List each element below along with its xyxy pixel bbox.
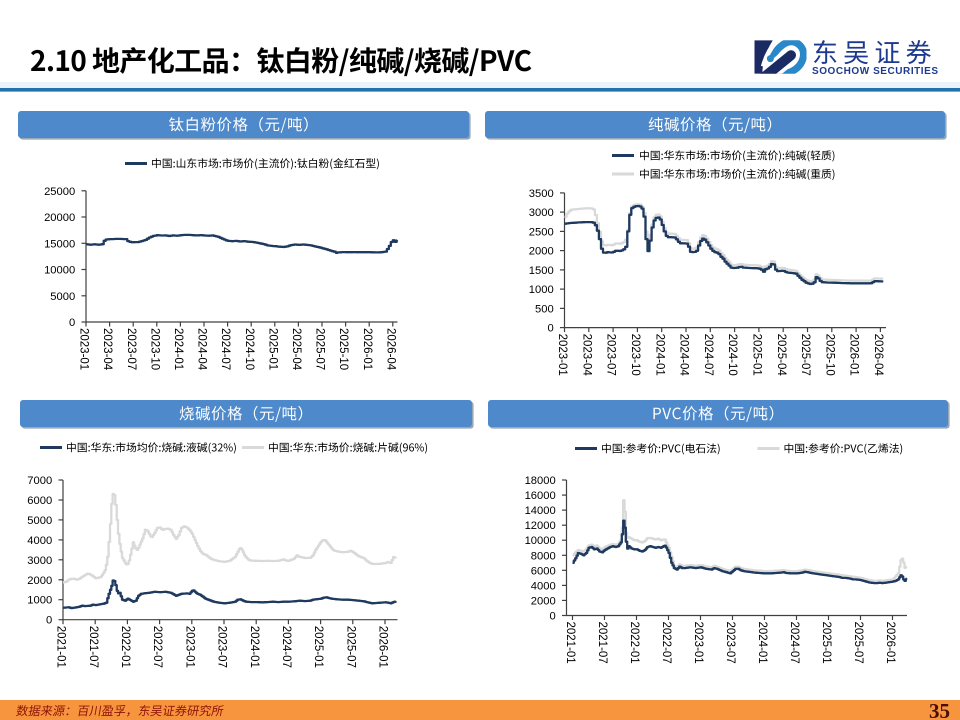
svg-text:2023-07: 2023-07 [125,328,137,370]
svg-text:2021-07: 2021-07 [596,622,608,664]
svg-text:2021-01: 2021-01 [55,626,67,668]
svg-text:2023-04: 2023-04 [101,328,113,371]
svg-text:2024-04: 2024-04 [678,334,690,377]
svg-text:2025-07: 2025-07 [344,626,356,668]
svg-text:12000: 12000 [525,520,556,532]
svg-text:2023-07: 2023-07 [216,626,228,668]
svg-text:2025-07: 2025-07 [314,328,326,370]
svg-text:2023-01: 2023-01 [692,622,704,664]
svg-text:5000: 5000 [27,515,52,527]
svg-text:2000: 2000 [529,246,554,258]
svg-text:2024-01: 2024-01 [248,626,260,668]
svg-text:6000: 6000 [531,565,556,577]
svg-text:2024-01: 2024-01 [653,334,665,376]
svg-text:2026-01: 2026-01 [377,626,389,668]
svg-text:2023-01: 2023-01 [183,626,195,668]
svg-text:2026-01: 2026-01 [884,622,896,664]
svg-text:2025-10: 2025-10 [337,328,349,370]
svg-text:1000: 1000 [27,595,52,607]
svg-text:2021-01: 2021-01 [564,622,576,664]
svg-text:3000: 3000 [27,555,52,567]
svg-text:2024-07: 2024-07 [788,622,800,664]
svg-text:2025-07: 2025-07 [852,622,864,664]
svg-text:2026-01: 2026-01 [848,334,860,376]
svg-text:25000: 25000 [44,186,75,198]
svg-text:2025-01: 2025-01 [266,328,278,370]
svg-text:2000: 2000 [27,575,52,587]
svg-text:2023-10: 2023-10 [629,334,641,376]
svg-text:2022-07: 2022-07 [660,622,672,664]
svg-text:2025-01: 2025-01 [312,626,324,668]
svg-text:18000: 18000 [525,475,556,487]
svg-text:2022-07: 2022-07 [151,626,163,668]
svg-text:4000: 4000 [27,535,52,547]
svg-text:2024-04: 2024-04 [196,328,208,371]
svg-text:2024-07: 2024-07 [702,334,714,376]
svg-text:2023-01: 2023-01 [556,334,568,376]
svg-text:2025-01: 2025-01 [751,334,763,376]
svg-text:8000: 8000 [531,550,556,562]
svg-text:5000: 5000 [50,291,75,303]
svg-text:3000: 3000 [529,207,554,219]
svg-text:0: 0 [69,317,75,329]
svg-text:2025-04: 2025-04 [775,334,787,377]
svg-text:35: 35 [929,699,950,720]
svg-text:16000: 16000 [525,490,556,502]
svg-text:2022-01: 2022-01 [119,626,131,668]
svg-text:2024-01: 2024-01 [756,622,768,664]
svg-text:2022-01: 2022-01 [628,622,640,664]
svg-text:10000: 10000 [44,265,75,277]
svg-text:2025-10: 2025-10 [823,334,835,376]
svg-text:2024-07: 2024-07 [280,626,292,668]
svg-text:2024-01: 2024-01 [172,328,184,370]
svg-text:2023-01: 2023-01 [78,328,90,370]
svg-text:1500: 1500 [529,265,554,277]
svg-text:2023-10: 2023-10 [148,328,160,370]
svg-text:10000: 10000 [525,535,556,547]
svg-text:0: 0 [549,611,555,623]
svg-text:2024-07: 2024-07 [219,328,231,370]
svg-text:2026-04: 2026-04 [872,334,884,377]
svg-text:14000: 14000 [525,505,556,517]
svg-text:1000: 1000 [529,284,554,296]
svg-text:2025-01: 2025-01 [820,622,832,664]
svg-text:0: 0 [547,323,553,335]
svg-text:2023-07: 2023-07 [724,622,736,664]
svg-text:7000: 7000 [27,475,52,487]
svg-text:SOOCHOW SECURITIES: SOOCHOW SECURITIES [812,66,939,77]
svg-text:2024-10: 2024-10 [243,328,255,370]
svg-text:2025-07: 2025-07 [799,334,811,376]
svg-text:2500: 2500 [529,226,554,238]
svg-text:2025-04: 2025-04 [290,328,302,371]
svg-text:2023-07: 2023-07 [605,334,617,376]
svg-text:15000: 15000 [44,238,75,250]
svg-text:4000: 4000 [531,580,556,592]
svg-text:2026-01: 2026-01 [361,328,373,370]
svg-text:2023-04: 2023-04 [580,334,592,377]
svg-text:3500: 3500 [529,188,554,200]
svg-text:2026-04: 2026-04 [384,328,396,371]
svg-text:2000: 2000 [531,595,556,607]
svg-text:500: 500 [535,303,554,315]
svg-text:2024-10: 2024-10 [726,334,738,376]
svg-text:20000: 20000 [44,212,75,224]
svg-text:6000: 6000 [27,495,52,507]
svg-text:0: 0 [46,615,52,627]
svg-text:2021-07: 2021-07 [87,626,99,668]
